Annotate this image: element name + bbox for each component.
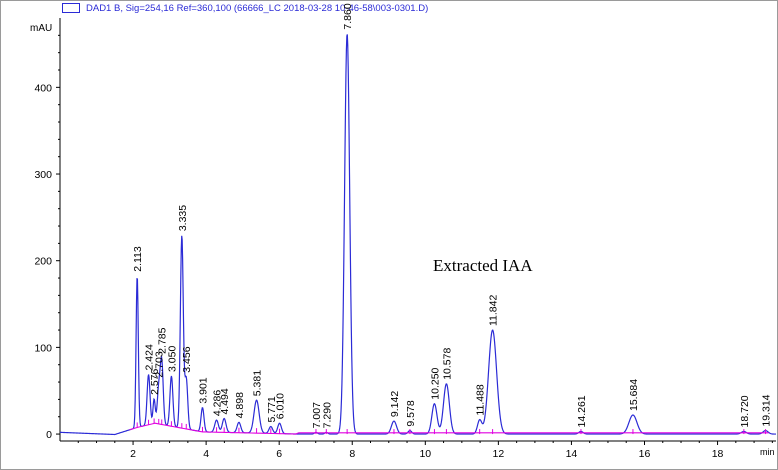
x-tick-label: 10 [419,448,431,460]
peak-label: 18.720 [739,395,751,427]
x-tick-label: 12 [493,448,505,460]
peak-label: 9.142 [389,391,401,417]
y-tick-label: 400 [34,82,52,94]
integration-baseline [129,422,769,435]
peak-label: 4.494 [219,388,231,414]
y-tick-label: 300 [34,169,52,181]
peak-label: 11.488 [475,384,487,415]
annotation-text: Extracted IAA [433,256,533,275]
x-tick-label: 6 [276,448,282,460]
peak-label: 15.684 [628,379,640,411]
peak-label: 7.007 [311,402,323,428]
legend-label: DAD1 B, Sig=254,16 Ref=360,100 (66666_LC… [86,2,429,14]
peak-label: 11.842 [488,295,500,326]
peak-label: 7.860 [342,3,354,29]
x-tick-label: 4 [203,448,209,460]
peak-label: 6.010 [275,393,287,419]
peak-label: 2.785 [157,327,169,353]
peak-label: 7.290 [321,402,333,428]
peak-label: 2.576 [149,368,161,394]
peak-label: 2.424 [144,344,156,370]
x-tick-label: 2 [130,448,136,460]
peak-label: 14.261 [576,395,588,427]
y-tick-label: 200 [34,256,52,268]
peak-label: 3.335 [177,205,189,231]
x-tick-label: 18 [712,448,724,460]
x-tick-label: 16 [639,448,651,460]
y-tick-label: 100 [34,342,52,354]
y-axis-label: mAU [30,23,52,34]
x-axis-label: min [760,447,775,457]
x-tick-label: 14 [566,448,578,460]
x-tick-label: 8 [349,448,355,460]
peak-label: 2.703 [154,351,166,377]
signal-trace [59,34,776,436]
peak-label: 3.050 [166,346,178,372]
peak-label: 10.250 [429,367,441,399]
peak-label: 3.456 [181,346,193,372]
peak-label: 19.314 [761,394,773,426]
peak-label: 5.771 [266,396,278,422]
peak-label: 3.901 [198,377,210,403]
peak-label: 2.113 [132,246,144,272]
chart-legend: DAD1 B, Sig=254,16 Ref=360,100 (66666_LC… [62,1,428,15]
peak-label: 5.381 [252,370,264,396]
peak-label: 10.578 [441,348,453,380]
legend-swatch [62,3,80,13]
peak-label: 9.578 [405,400,417,426]
y-tick-label: 0 [46,429,52,441]
peak-label: 4.286 [212,390,224,416]
peak-label: 4.898 [234,392,246,418]
